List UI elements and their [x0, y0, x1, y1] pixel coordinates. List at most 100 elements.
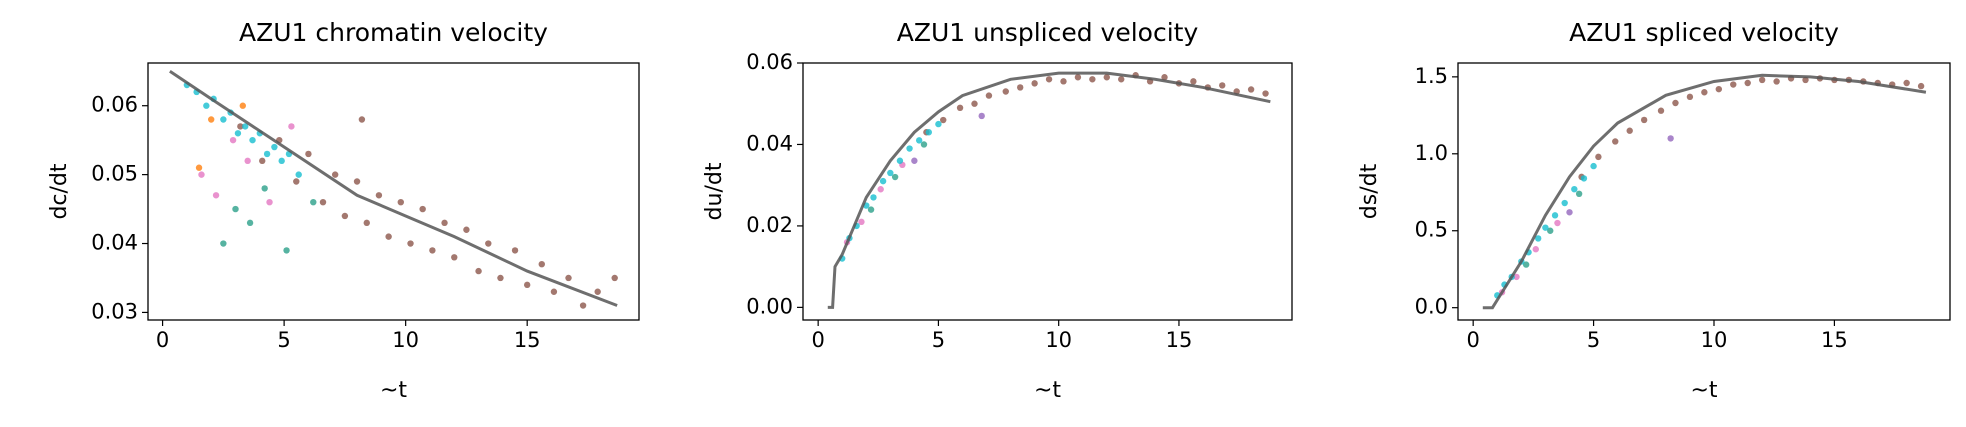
- fit-line: [1482, 73, 1927, 310]
- point: [198, 171, 205, 178]
- x-tick-label: 15: [514, 328, 541, 352]
- point: [935, 120, 942, 128]
- axes-frame: [802, 62, 1293, 321]
- axes-frame: [1457, 62, 1951, 321]
- point: [331, 171, 339, 178]
- point: [237, 123, 244, 130]
- x-tick-label: 10: [1045, 328, 1072, 352]
- axes-frame: [147, 62, 640, 321]
- point: [940, 116, 947, 124]
- point: [858, 218, 865, 226]
- point: [249, 136, 256, 144]
- point: [920, 141, 928, 148]
- point: [1551, 212, 1559, 219]
- point: [242, 123, 249, 130]
- plot-area: [1482, 73, 1927, 310]
- chart-title: AZU1 chromatin velocity: [239, 18, 548, 47]
- plot-area: [827, 71, 1271, 309]
- point: [1667, 135, 1674, 142]
- point: [319, 198, 327, 206]
- point: [1575, 190, 1583, 198]
- point: [956, 104, 964, 112]
- point: [1561, 199, 1568, 207]
- point: [1031, 80, 1038, 87]
- point: [1744, 79, 1751, 87]
- point: [1626, 127, 1633, 134]
- point: [1547, 227, 1554, 234]
- x-tick-label: 0: [1466, 328, 1479, 352]
- y-tick-label: 1.5: [1415, 64, 1448, 88]
- point: [1640, 116, 1648, 124]
- point: [195, 164, 203, 171]
- point: [887, 169, 894, 177]
- point: [259, 157, 266, 165]
- point: [1534, 235, 1542, 242]
- point: [565, 274, 572, 282]
- point: [1672, 99, 1679, 107]
- point: [407, 240, 414, 247]
- point: [1542, 224, 1549, 231]
- point: [1513, 273, 1520, 281]
- point: [538, 260, 545, 268]
- point: [1002, 88, 1009, 95]
- y-tick-label: 0.06: [746, 50, 793, 74]
- point: [283, 247, 290, 254]
- point: [293, 178, 300, 185]
- y-axis-label: dc/dt: [47, 163, 72, 219]
- point: [985, 92, 993, 99]
- point: [397, 198, 404, 206]
- y-tick-label: 0.02: [746, 213, 793, 237]
- y-tick-label: 0.04: [746, 131, 793, 155]
- point: [1532, 246, 1539, 253]
- point: [1590, 162, 1597, 170]
- point: [1190, 78, 1197, 85]
- point: [1247, 86, 1255, 93]
- fit-line: [169, 70, 618, 307]
- point: [263, 150, 271, 158]
- x-tick-label: 5: [932, 328, 945, 352]
- point: [305, 150, 312, 158]
- point: [1045, 76, 1053, 83]
- point: [1103, 74, 1110, 81]
- point: [971, 100, 978, 107]
- point: [266, 198, 273, 206]
- point: [1903, 79, 1910, 87]
- point: [1715, 85, 1723, 93]
- point: [1161, 74, 1168, 81]
- point: [877, 186, 884, 193]
- x-tick-label: 15: [1166, 328, 1193, 352]
- point: [485, 240, 492, 247]
- point: [1686, 93, 1694, 101]
- point: [1701, 89, 1708, 96]
- point: [891, 173, 899, 181]
- panel: 0 5 10 15 0.00 0.02 0.04 0.06 AZU1 unspliced vel…: [702, 18, 1293, 403]
- point: [925, 129, 932, 136]
- point: [906, 145, 913, 152]
- point: [1060, 78, 1067, 85]
- y-tick-label: 0.00: [746, 294, 793, 318]
- point: [244, 157, 251, 165]
- panel: 0 5 10 15 0.03 0.04 0.05 0.06 AZU1 chromatin vel…: [47, 18, 640, 403]
- chart-title: AZU1 unspliced velocity: [897, 18, 1199, 47]
- point: [375, 192, 383, 199]
- x-tick-label: 15: [1821, 328, 1848, 352]
- point: [1612, 138, 1619, 145]
- point: [1773, 78, 1780, 85]
- point: [429, 247, 436, 254]
- x-axis-label: ~t: [1690, 378, 1717, 403]
- point: [288, 123, 295, 130]
- point: [353, 178, 361, 185]
- point: [611, 274, 618, 282]
- x-tick-label: 5: [277, 328, 290, 352]
- point: [1571, 185, 1578, 193]
- point: [1580, 175, 1588, 182]
- point: [310, 198, 317, 206]
- y-axis-label: du/dt: [702, 162, 727, 220]
- point: [385, 233, 392, 240]
- point: [978, 112, 985, 120]
- point: [358, 116, 366, 123]
- point: [1074, 74, 1082, 81]
- point: [1554, 219, 1561, 227]
- point: [867, 206, 875, 213]
